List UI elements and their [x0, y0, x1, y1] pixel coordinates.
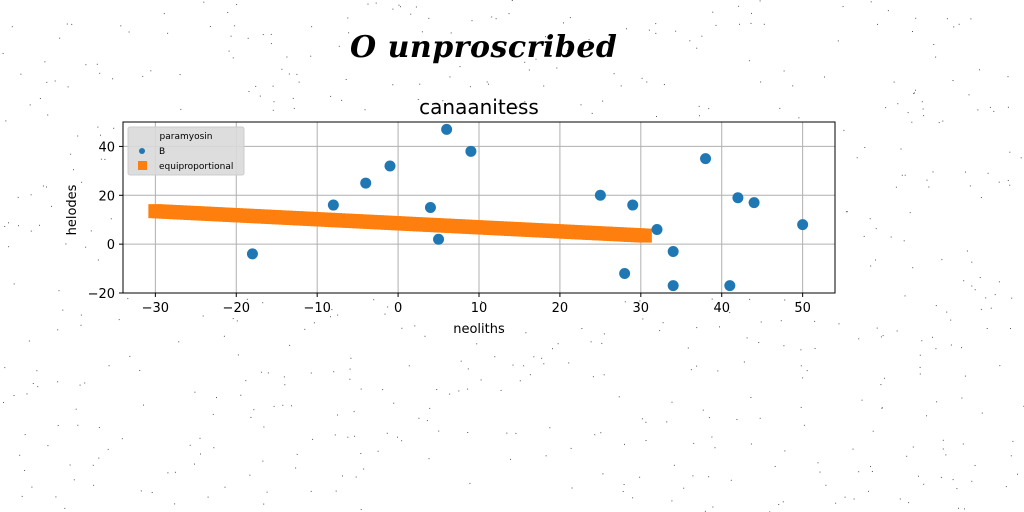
b-point: [385, 160, 396, 171]
x-tick-label: 30: [633, 301, 650, 316]
x-tick-label: −10: [303, 301, 330, 316]
b-point: [668, 246, 679, 257]
y-tick-label: 40: [98, 140, 115, 155]
legend-marker-b: [139, 148, 145, 154]
x-tick-label: 50: [794, 301, 811, 316]
data-series: [148, 124, 808, 291]
x-tick-label: 0: [394, 301, 402, 316]
legend-label-equiproportional: equiproportional: [159, 162, 233, 172]
b-point: [441, 124, 452, 135]
b-point: [425, 202, 436, 213]
legend-label-b: B: [159, 147, 165, 157]
b-point: [360, 178, 371, 189]
y-tick-label: −20: [88, 287, 115, 302]
x-tick-label: 10: [471, 301, 488, 316]
b-point: [247, 248, 258, 259]
b-point: [724, 280, 735, 291]
chart-title: canaanitess: [419, 95, 539, 119]
b-point: [700, 153, 711, 164]
b-point: [433, 234, 444, 245]
b-point: [328, 200, 339, 211]
legend: paramyosin B equiproportional: [128, 127, 244, 175]
legend-marker-equiproportional: [138, 161, 147, 170]
y-tick-label: 20: [98, 189, 115, 204]
b-point: [749, 197, 760, 208]
y-tick-label: 0: [107, 238, 115, 253]
y-axis-label: helodes: [65, 184, 80, 235]
x-axis-label: neoliths: [453, 322, 505, 337]
b-point: [668, 280, 679, 291]
b-point: [619, 268, 630, 279]
b-point: [652, 224, 663, 235]
x-tick-label: 20: [552, 301, 569, 316]
b-point: [465, 146, 476, 157]
x-tick-label: −20: [223, 301, 250, 316]
equiproportional-point: [638, 229, 652, 243]
b-point: [627, 200, 638, 211]
x-tick-label: −30: [142, 301, 169, 316]
b-point: [595, 190, 606, 201]
b-point: [732, 192, 743, 203]
legend-title: paramyosin: [160, 132, 213, 142]
x-tick-label: 40: [713, 301, 730, 316]
b-point: [797, 219, 808, 230]
